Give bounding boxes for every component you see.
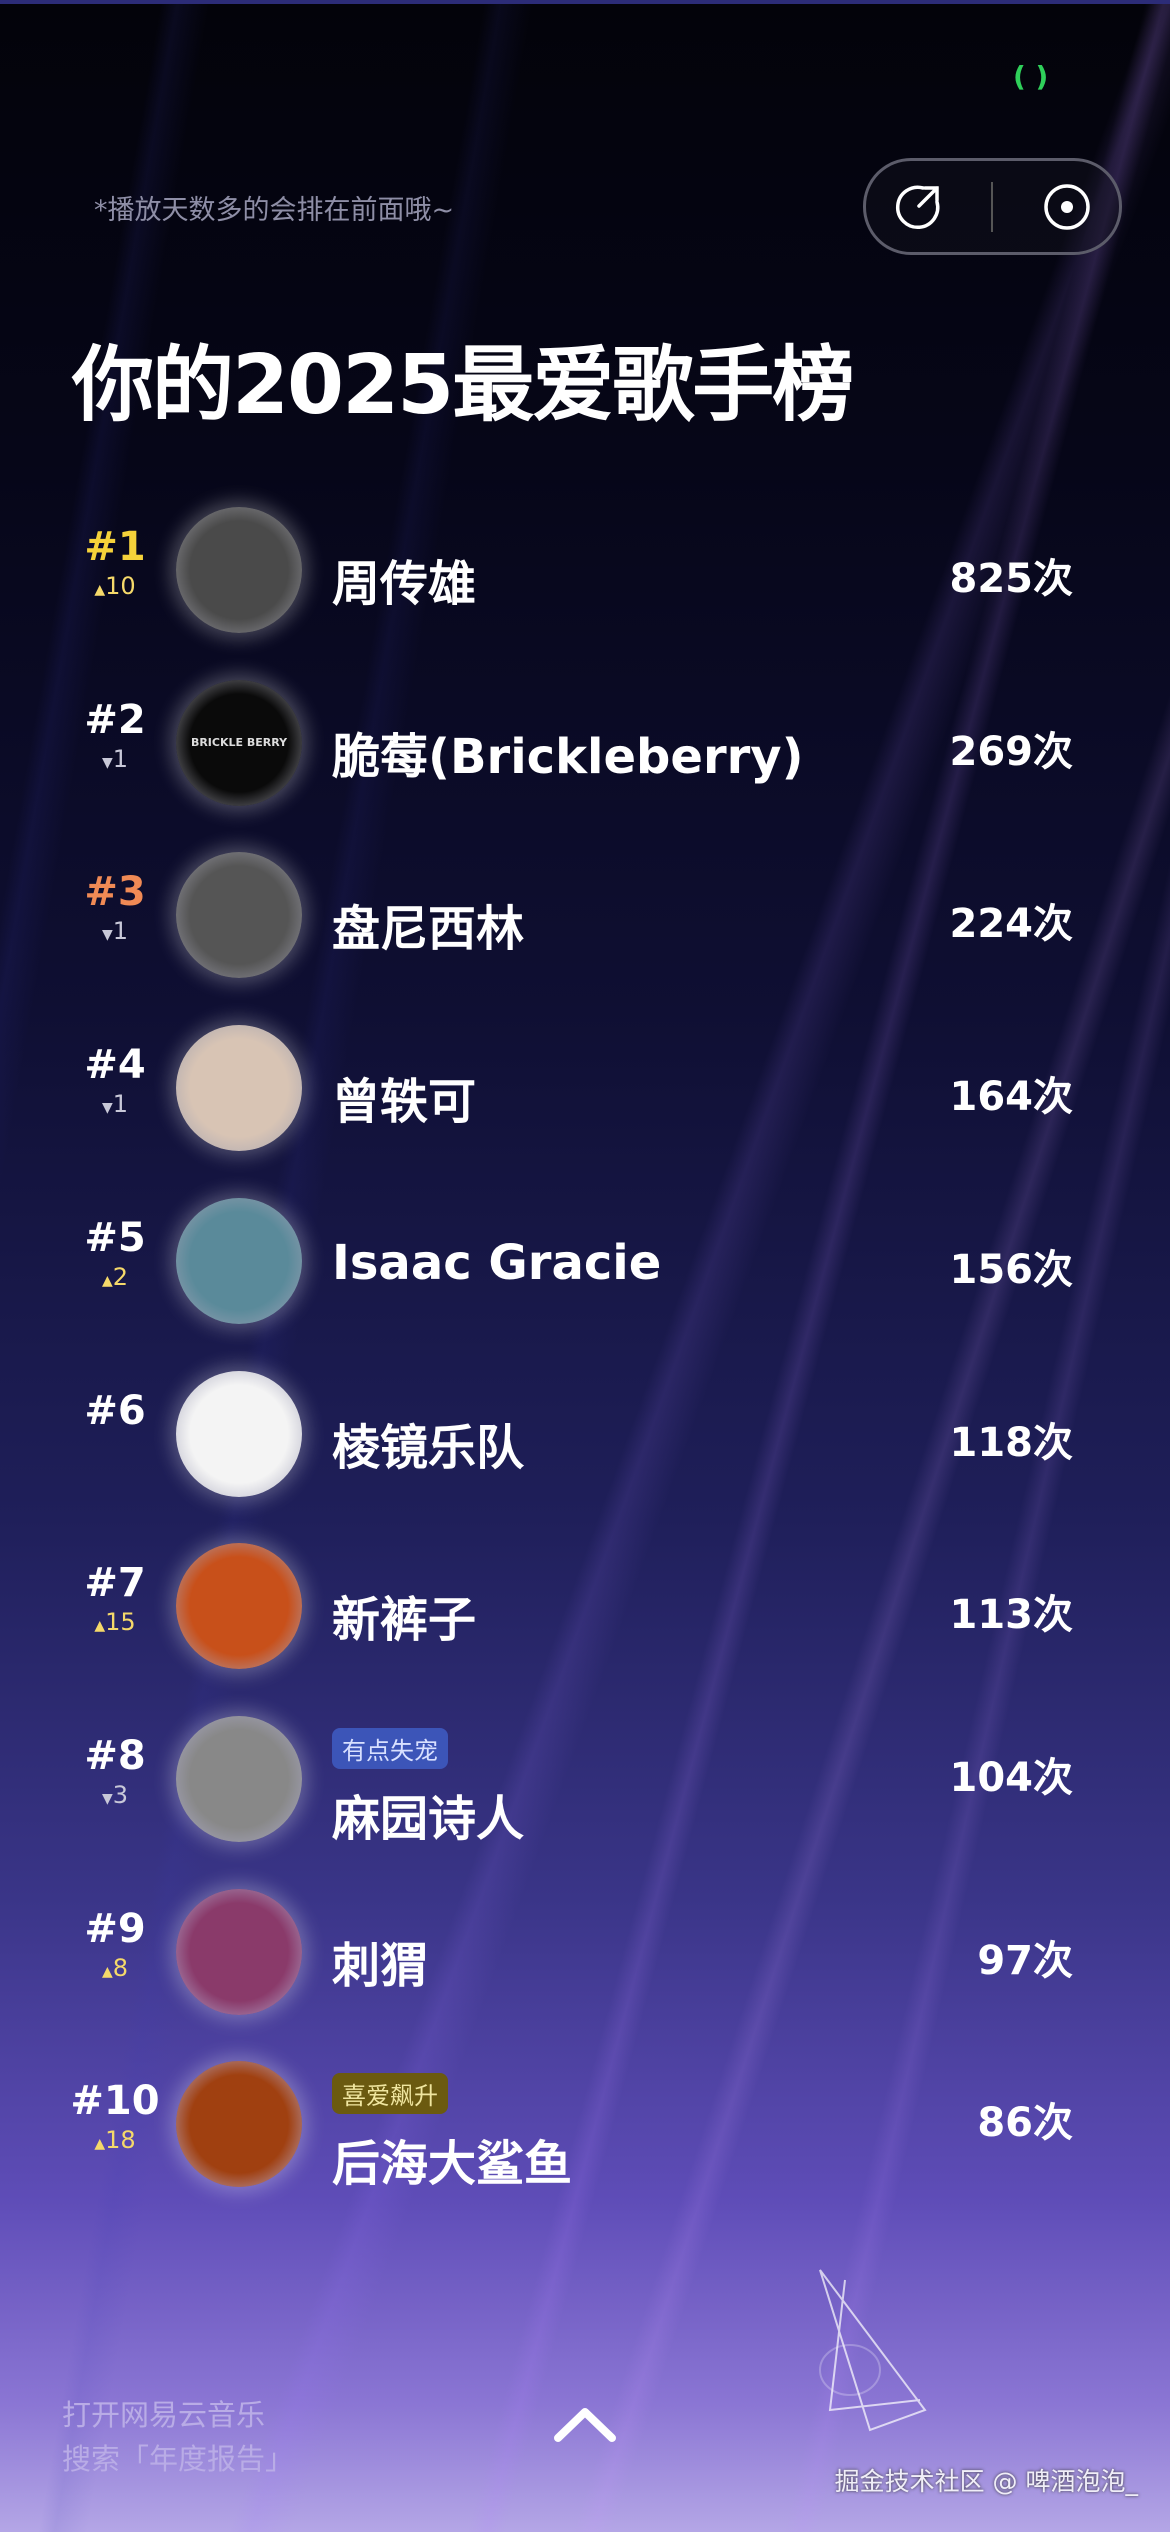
artist-row[interactable]: #4 ▼1 曾轶可 164次: [0, 1002, 1170, 1174]
rank-change-value: 8: [112, 1953, 129, 1982]
play-count: 118次: [949, 1419, 1074, 1466]
artist-row[interactable]: #7 ▲15 新裤子 113次: [0, 1520, 1170, 1692]
rank-change: ▼1: [60, 1090, 170, 1118]
rank-change: ▲10: [60, 572, 170, 600]
artist-row[interactable]: #5 ▲2 Isaac Gracie 156次: [0, 1175, 1170, 1347]
artist-avatar[interactable]: [176, 1715, 302, 1842]
arrow-up-icon: ▲: [94, 1618, 106, 1635]
arrow-down-icon: ▼: [101, 1100, 113, 1117]
play-count: 269次: [949, 728, 1074, 775]
arrow-up-icon: ▲: [94, 582, 106, 598]
page-title: 你的2025最爱歌手榜: [72, 338, 854, 433]
rank-change: ▲2: [60, 1263, 170, 1291]
artist-avatar[interactable]: [176, 1025, 302, 1152]
artist-avatar[interactable]: [176, 1197, 302, 1324]
rank-change-value: 10: [105, 572, 136, 600]
rank-number: #7: [84, 1560, 146, 1607]
arrow-up-icon: ▲: [94, 2136, 106, 2153]
artist-avatar[interactable]: [176, 1888, 302, 2015]
green-loop-icon: ( ): [1013, 60, 1049, 93]
rank-change: ▼1: [60, 917, 170, 945]
play-count: 156次: [949, 1246, 1074, 1293]
arrow-down-icon: ▼: [101, 754, 113, 771]
rank-number: #2: [84, 696, 146, 743]
arrow-up-icon: ▲: [101, 1963, 113, 1980]
artist-row[interactable]: #8 ▼3 有点失宠 麻园诗人 104次: [0, 1693, 1170, 1865]
arrow-up-icon: ▲: [101, 1272, 113, 1289]
chevron-up-icon[interactable]: [550, 2400, 620, 2450]
artist-avatar[interactable]: [176, 1370, 302, 1497]
rank-change: ▲18: [60, 2126, 170, 2154]
rank-change: ▼3: [60, 1781, 170, 1809]
rank-change: ▲8: [60, 1954, 170, 1982]
artist-row[interactable]: #3 ▼1 盘尼西林 224次: [0, 829, 1170, 1001]
artist-row[interactable]: #6 棱镜乐队 118次: [0, 1348, 1170, 1520]
artist-avatar[interactable]: [176, 507, 302, 633]
record-icon[interactable]: [1037, 177, 1097, 237]
rank-number: #4: [84, 1042, 146, 1089]
watermark: 掘金技术社区 @ 啤酒泡泡_: [834, 2467, 1138, 2496]
artist-name[interactable]: 新裤子: [332, 1592, 477, 1649]
artist-name[interactable]: 麻园诗人: [332, 1790, 525, 1847]
artist-row[interactable]: #10 ▲18 喜爱飙升 后海大鲨鱼 86次: [0, 2038, 1170, 2210]
rank-change-value: 18: [105, 2126, 136, 2155]
rank-number: #3: [84, 869, 146, 916]
footer-line-2: 搜索「年度报告」: [62, 2442, 295, 2476]
artist-row[interactable]: #9 ▲8 刺猬 97次: [0, 1866, 1170, 2038]
play-count: 104次: [949, 1754, 1074, 1801]
hint-text: *播放天数多的会排在前面哦~: [94, 195, 455, 226]
status-badge: 喜爱飙升: [332, 2073, 448, 2115]
divider: [991, 181, 994, 232]
artist-name[interactable]: 盘尼西林: [332, 901, 525, 958]
artist-avatar[interactable]: [176, 852, 302, 979]
footer-line-1: 打开网易云音乐: [62, 2398, 266, 2432]
artist-name[interactable]: 后海大鲨鱼: [332, 2136, 573, 2193]
artist-name[interactable]: 棱镜乐队: [332, 1419, 525, 1476]
rank-change-value: 1: [112, 917, 129, 946]
artist-avatar[interactable]: BRICKLE BERRY: [176, 679, 302, 806]
share-icon[interactable]: [888, 177, 948, 237]
play-count: 97次: [977, 1937, 1073, 1984]
rank-number: #10: [70, 2078, 160, 2125]
artist-avatar[interactable]: [176, 2061, 302, 2188]
rank-number: #9: [84, 1905, 146, 1952]
rank-change: ▼1: [60, 745, 170, 773]
play-count: 224次: [949, 901, 1074, 948]
rank-number: #5: [84, 1214, 146, 1261]
artist-name[interactable]: 刺猬: [332, 1937, 429, 1994]
arrow-down-icon: ▼: [101, 927, 113, 944]
artist-name[interactable]: 脆莓(Brickleberry): [332, 728, 804, 785]
rank-change-value: 1: [112, 744, 129, 773]
artist-row[interactable]: #1 ▲10 周传雄 825次: [0, 484, 1170, 656]
play-count: 86次: [977, 2100, 1073, 2147]
artist-row[interactable]: #2 ▼1 BRICKLE BERRY 脆莓(Brickleberry) 269次: [0, 657, 1170, 829]
rank-change-value: 15: [105, 1608, 136, 1637]
rank-number: #8: [84, 1732, 146, 1779]
crystal-decoration-icon: [810, 2260, 940, 2440]
artist-avatar[interactable]: [176, 1543, 302, 1670]
rank-number: #6: [84, 1387, 146, 1434]
play-count: 825次: [949, 556, 1074, 602]
artist-name[interactable]: 曾轶可: [332, 1074, 477, 1131]
artist-name[interactable]: 周传雄: [332, 556, 477, 612]
rank-change: ▲15: [60, 1608, 170, 1636]
rank-change-value: 1: [112, 1090, 129, 1119]
avatar-logo-text: BRICKLE BERRY: [190, 735, 288, 749]
rank-change-value: 3: [112, 1780, 129, 1809]
play-count: 113次: [949, 1592, 1074, 1639]
artist-name[interactable]: Isaac Gracie: [332, 1234, 662, 1291]
arrow-down-icon: ▼: [101, 1790, 113, 1807]
action-pill: [863, 158, 1122, 255]
status-badge: 有点失宠: [332, 1727, 448, 1769]
play-count: 164次: [949, 1074, 1074, 1121]
top-border: [0, 0, 1170, 4]
rank-number: #1: [84, 524, 146, 570]
rank-change-value: 2: [112, 1262, 129, 1291]
